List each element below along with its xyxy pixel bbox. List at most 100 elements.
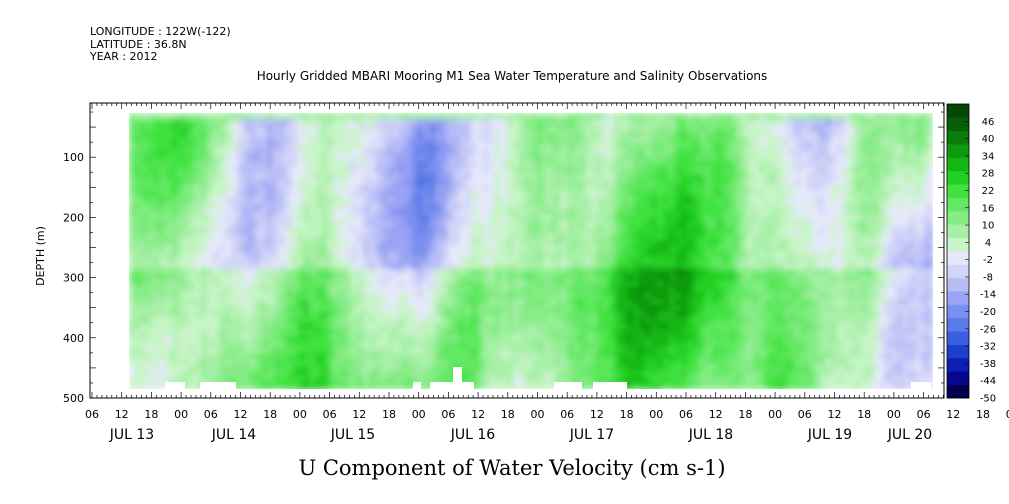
heatmap-cell [333, 143, 340, 150]
heatmap-cell [507, 323, 514, 330]
heatmap-cell [189, 263, 196, 270]
heatmap-cell [267, 173, 274, 180]
heatmap-cell [579, 155, 586, 162]
heatmap-cell [351, 371, 358, 378]
heatmap-cell [753, 131, 760, 138]
heatmap-cell [735, 335, 742, 342]
heatmap-cell [513, 281, 520, 288]
heatmap-cell [423, 383, 430, 389]
heatmap-cell [441, 335, 448, 342]
heatmap-cell [723, 287, 730, 294]
heatmap-cell [363, 221, 370, 228]
heatmap-cell [387, 287, 394, 294]
heatmap-cell [285, 245, 292, 252]
heatmap-cell [189, 359, 196, 366]
heatmap-cell [519, 353, 526, 360]
heatmap-cell [699, 245, 706, 252]
heatmap-cell [555, 173, 562, 180]
heatmap-cell [159, 137, 166, 144]
heatmap-cell [207, 359, 214, 366]
heatmap-cell [327, 131, 334, 138]
heatmap-cell [579, 131, 586, 138]
heatmap-cell [699, 209, 706, 216]
heatmap-cell [189, 185, 196, 192]
heatmap-cell [243, 341, 250, 348]
heatmap-cell [165, 119, 172, 126]
heatmap-cell [279, 281, 286, 288]
heatmap-cell [501, 215, 508, 222]
heatmap-cell [711, 317, 718, 324]
heatmap-cell [141, 257, 148, 264]
heatmap-cell [141, 371, 148, 378]
heatmap-cell [369, 203, 376, 210]
heatmap-cell [351, 347, 358, 354]
heatmap-cell [717, 245, 724, 252]
heatmap-cell [627, 113, 634, 120]
heatmap-cell [519, 263, 526, 270]
heatmap-cell [471, 365, 478, 372]
heatmap-cell [747, 179, 754, 186]
heatmap-cell [753, 149, 760, 156]
heatmap-cell [555, 185, 562, 192]
heatmap-cell [441, 143, 448, 150]
heatmap-cell [651, 119, 658, 126]
heatmap-cell [327, 371, 334, 378]
heatmap-cell [549, 179, 556, 186]
heatmap-cell [477, 383, 484, 389]
heatmap-cell [177, 311, 184, 318]
heatmap-cell [747, 275, 754, 282]
heatmap-cell [657, 125, 664, 132]
heatmap-cell [675, 257, 682, 264]
heatmap-cell [249, 257, 256, 264]
heatmap-cell [435, 161, 442, 168]
heatmap-cell [723, 311, 730, 318]
heatmap-cell [147, 155, 154, 162]
heatmap-cell [603, 167, 610, 174]
heatmap-cell [507, 269, 514, 276]
heatmap-cell [639, 131, 646, 138]
heatmap-cell [411, 131, 418, 138]
heatmap-cell [219, 299, 226, 306]
heatmap-cell [387, 269, 394, 276]
heatmap-cell [339, 179, 346, 186]
heatmap-cell [639, 167, 646, 174]
heatmap-cell [633, 203, 640, 210]
heatmap-cell [663, 221, 670, 228]
heatmap-cell [171, 173, 178, 180]
heatmap-cell [585, 215, 592, 222]
heatmap-cell [177, 263, 184, 270]
heatmap-cell [219, 263, 226, 270]
heatmap-cell [441, 347, 448, 354]
heatmap-cell [735, 131, 742, 138]
heatmap-cell [225, 203, 232, 210]
heatmap-cell [639, 209, 646, 216]
heatmap-cell [753, 119, 760, 126]
heatmap-cell [231, 317, 238, 324]
heatmap-cell [303, 347, 310, 354]
heatmap-cell [417, 245, 424, 252]
heatmap-cell [237, 269, 244, 276]
heatmap-cell [225, 173, 232, 180]
heatmap-cell [519, 227, 526, 234]
heatmap-cell [309, 245, 316, 252]
heatmap-cell [573, 185, 580, 192]
heatmap-cell [699, 341, 706, 348]
heatmap-cell [189, 335, 196, 342]
heatmap-cell [579, 275, 586, 282]
heatmap-cell [777, 185, 784, 192]
heatmap-cell [483, 131, 490, 138]
heatmap-cell [717, 209, 724, 216]
heatmap-cell [225, 155, 232, 162]
heatmap-cell [723, 233, 730, 240]
heatmap-cell [507, 371, 514, 378]
heatmap-cell [537, 305, 544, 312]
heatmap-cell [591, 167, 598, 174]
heatmap-cell [429, 227, 436, 234]
heatmap-cell [417, 329, 424, 336]
heatmap-cell [477, 221, 484, 228]
heatmap-cell [663, 155, 670, 162]
heatmap-cell [153, 377, 160, 384]
heatmap-cell [243, 329, 250, 336]
heatmap-cell [549, 275, 556, 282]
heatmap-cell [387, 329, 394, 336]
